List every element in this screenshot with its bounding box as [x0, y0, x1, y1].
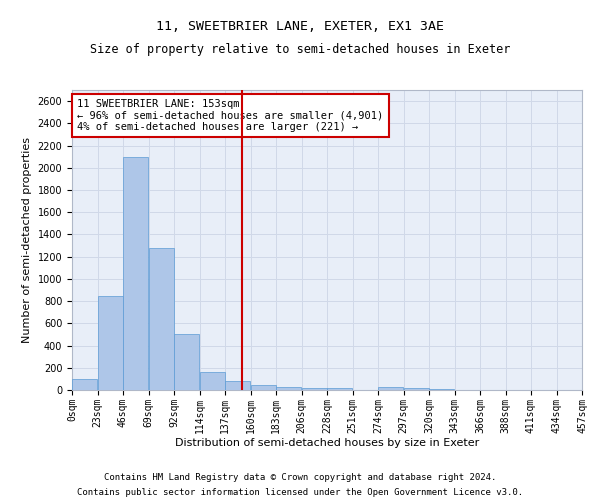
Bar [175, 334, 199, 390]
Bar [226, 381, 250, 390]
Text: Contains HM Land Registry data © Crown copyright and database right 2024.: Contains HM Land Registry data © Crown c… [104, 473, 496, 482]
Y-axis label: Number of semi-detached properties: Number of semi-detached properties [22, 137, 32, 343]
Bar [73, 379, 97, 390]
Bar [302, 388, 326, 390]
X-axis label: Distribution of semi-detached houses by size in Exeter: Distribution of semi-detached houses by … [175, 438, 479, 448]
Bar [124, 156, 148, 390]
Bar [251, 385, 275, 390]
Bar [149, 248, 173, 390]
Bar [379, 386, 403, 390]
Bar [430, 389, 454, 390]
Text: Size of property relative to semi-detached houses in Exeter: Size of property relative to semi-detach… [90, 42, 510, 56]
Bar [98, 296, 122, 390]
Bar [277, 386, 301, 390]
Text: 11 SWEETBRIER LANE: 153sqm
← 96% of semi-detached houses are smaller (4,901)
4% : 11 SWEETBRIER LANE: 153sqm ← 96% of semi… [77, 99, 383, 132]
Text: Contains public sector information licensed under the Open Government Licence v3: Contains public sector information licen… [77, 488, 523, 497]
Bar [328, 388, 352, 390]
Text: 11, SWEETBRIER LANE, EXETER, EX1 3AE: 11, SWEETBRIER LANE, EXETER, EX1 3AE [156, 20, 444, 33]
Bar [404, 388, 428, 390]
Bar [200, 372, 224, 390]
